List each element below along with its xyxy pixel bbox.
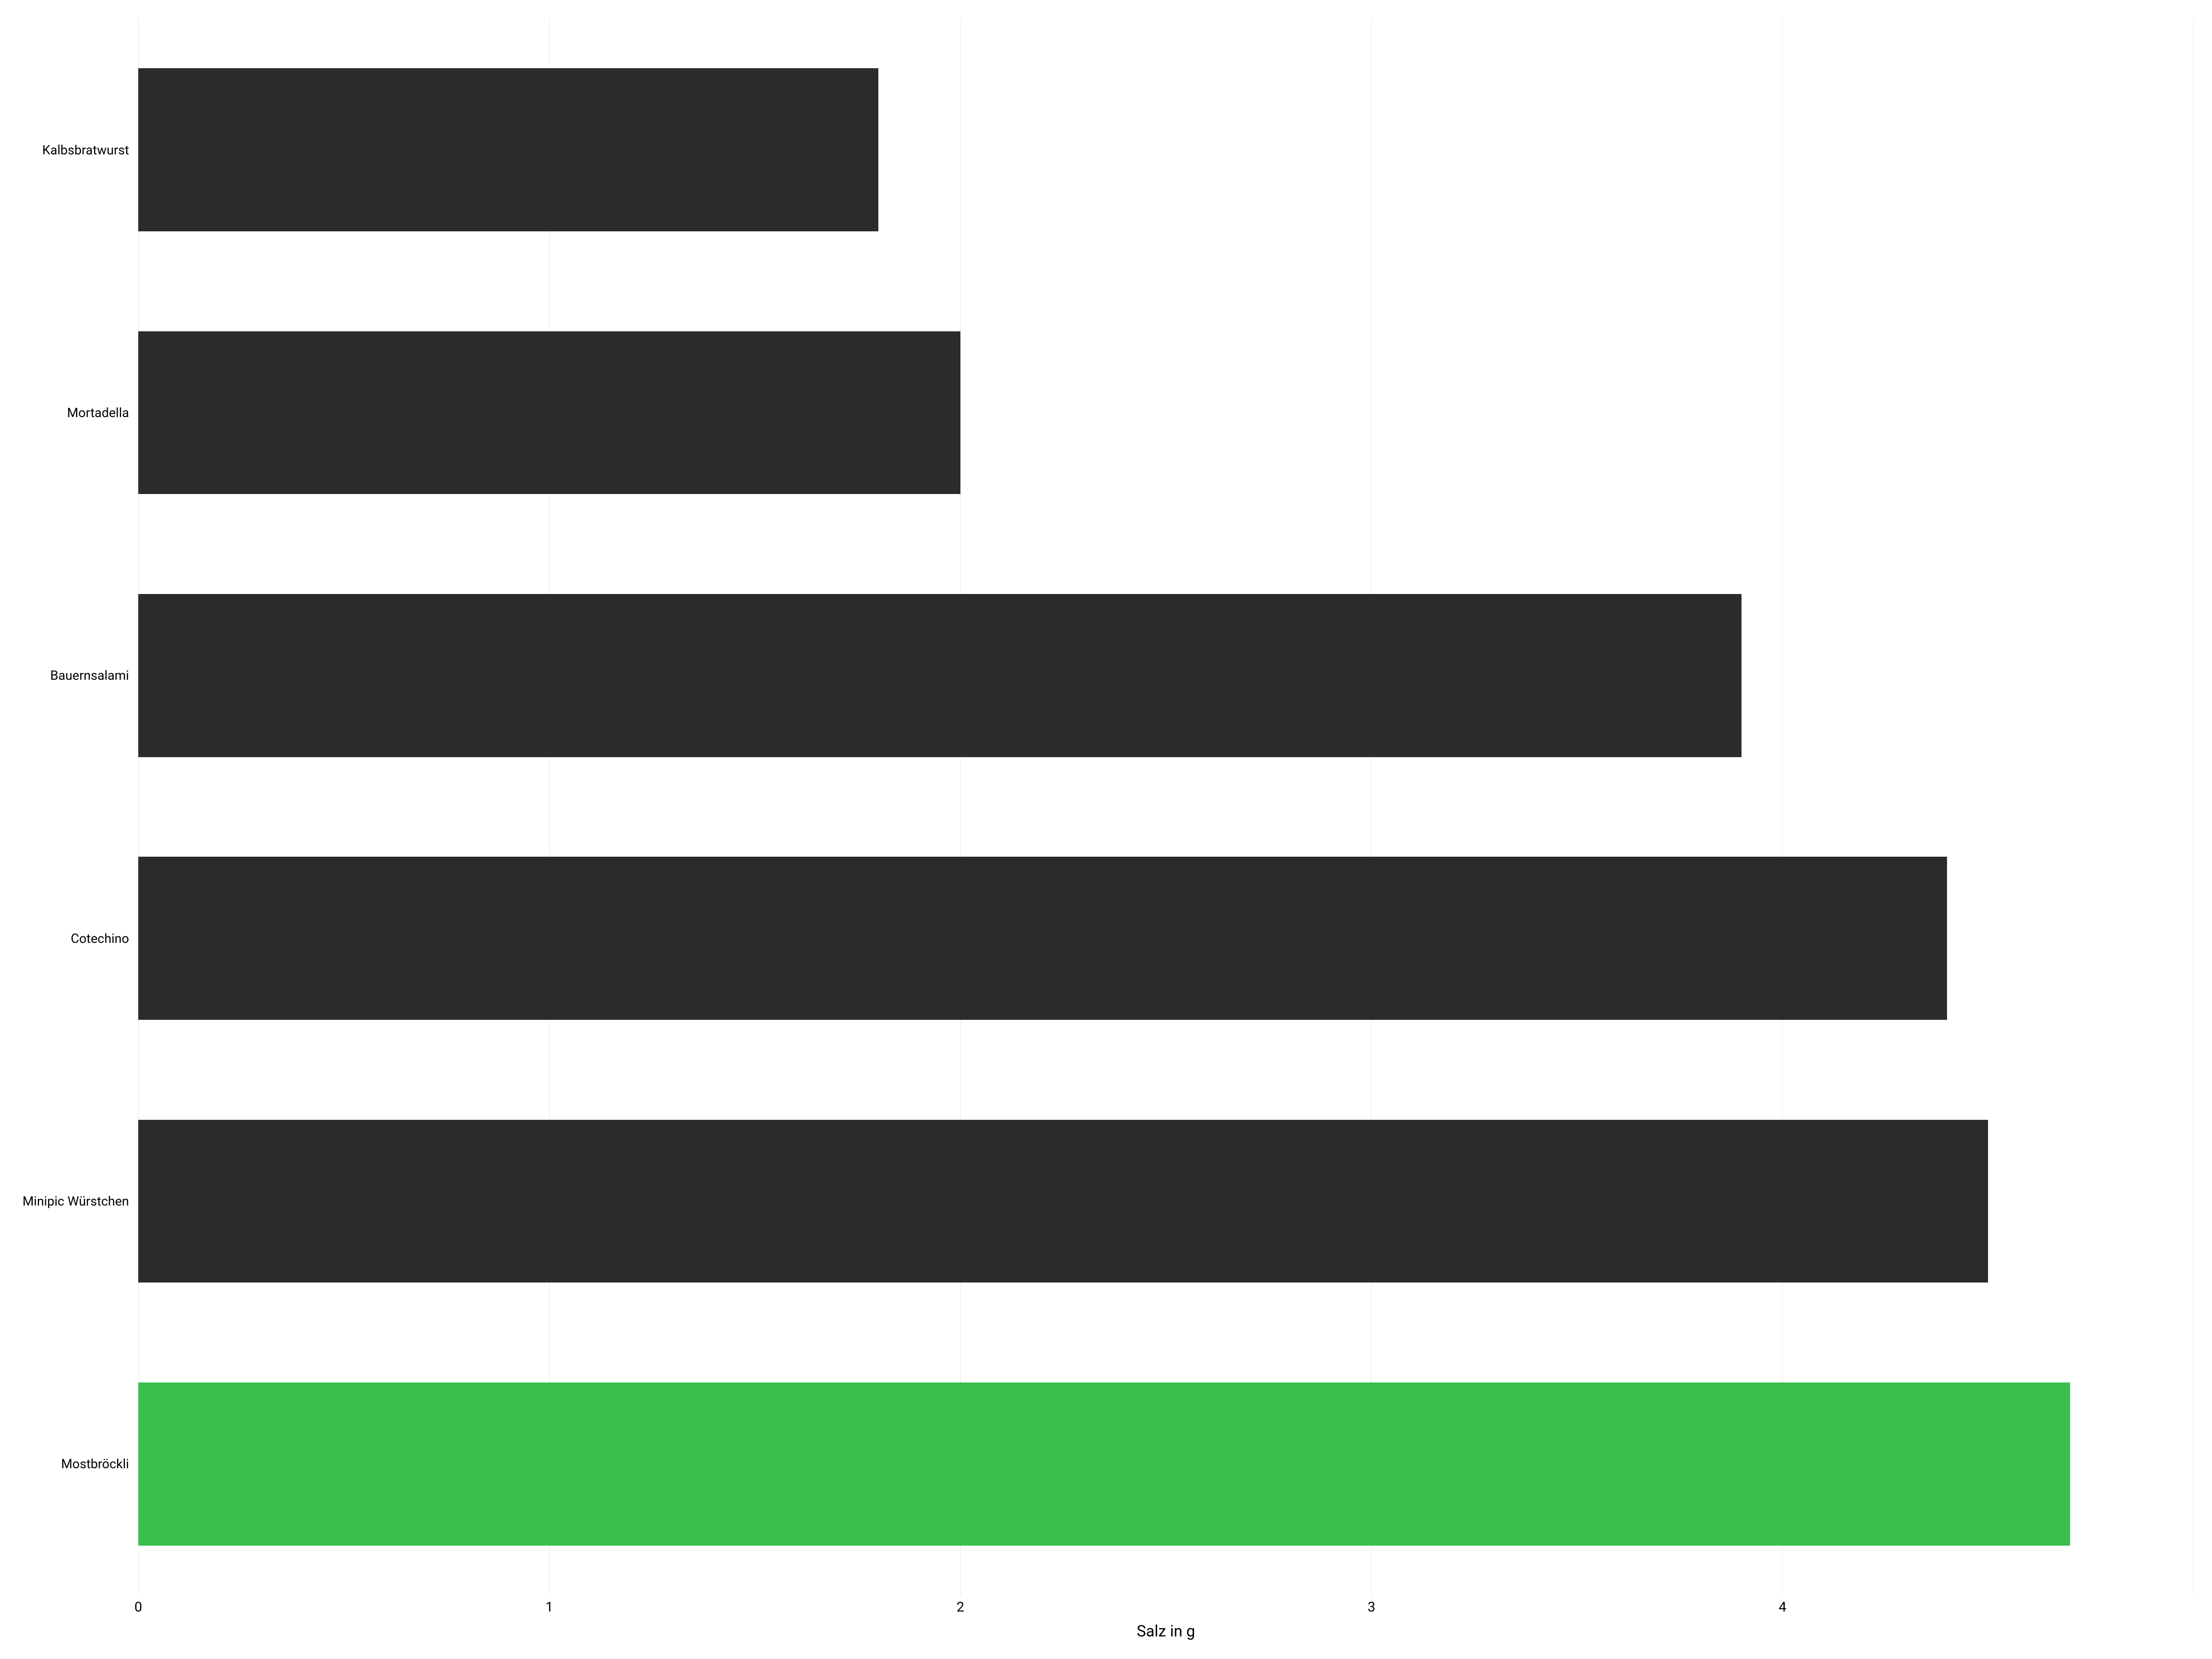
y-axis-label: Kalbsbratwurst xyxy=(9,142,129,158)
bar-slot xyxy=(138,1333,2194,1595)
bar-slot xyxy=(138,807,2194,1070)
bar-slot xyxy=(138,544,2194,807)
y-axis-label: Bauernsalami xyxy=(9,668,129,683)
y-axis-label: Minipic Würstchen xyxy=(9,1194,129,1209)
x-axis-tick-label: 2 xyxy=(957,1599,965,1615)
plot-area: Kalbsbratwurst Mortadella Bauernsalami C… xyxy=(9,18,2194,1595)
bars-layer xyxy=(138,18,2194,1595)
bar-slot xyxy=(138,1070,2194,1332)
bar-slot xyxy=(138,18,2194,281)
y-axis-labels: Kalbsbratwurst Mortadella Bauernsalami C… xyxy=(9,18,138,1595)
bar xyxy=(138,68,878,231)
x-axis-spacer xyxy=(9,1599,138,1618)
bar xyxy=(138,1120,1988,1283)
bar xyxy=(138,331,960,494)
x-axis-tick-label: 3 xyxy=(1368,1599,1376,1615)
bar xyxy=(138,857,1947,1020)
y-axis-label: Mortadella xyxy=(9,405,129,420)
x-axis-title: Salz in g xyxy=(138,1622,2194,1641)
x-axis-ticks: 0 1 2 3 4 xyxy=(138,1599,2194,1618)
bar xyxy=(138,1382,2070,1546)
bar xyxy=(138,594,1741,757)
x-axis-tick-label: 1 xyxy=(546,1599,553,1615)
y-axis-label: Mostbröckli xyxy=(9,1456,129,1471)
x-axis-title-row: Salz in g xyxy=(9,1622,2194,1641)
bar-slot xyxy=(138,281,2194,544)
bars-region xyxy=(138,18,2194,1595)
x-axis: 0 1 2 3 4 xyxy=(9,1599,2194,1618)
x-axis-tick-label: 0 xyxy=(135,1599,142,1615)
x-axis-tick-label: 4 xyxy=(1779,1599,1787,1615)
y-axis-label: Cotechino xyxy=(9,931,129,946)
bar-chart: Kalbsbratwurst Mortadella Bauernsalami C… xyxy=(0,0,2212,1659)
x-axis-title-spacer xyxy=(9,1622,138,1641)
